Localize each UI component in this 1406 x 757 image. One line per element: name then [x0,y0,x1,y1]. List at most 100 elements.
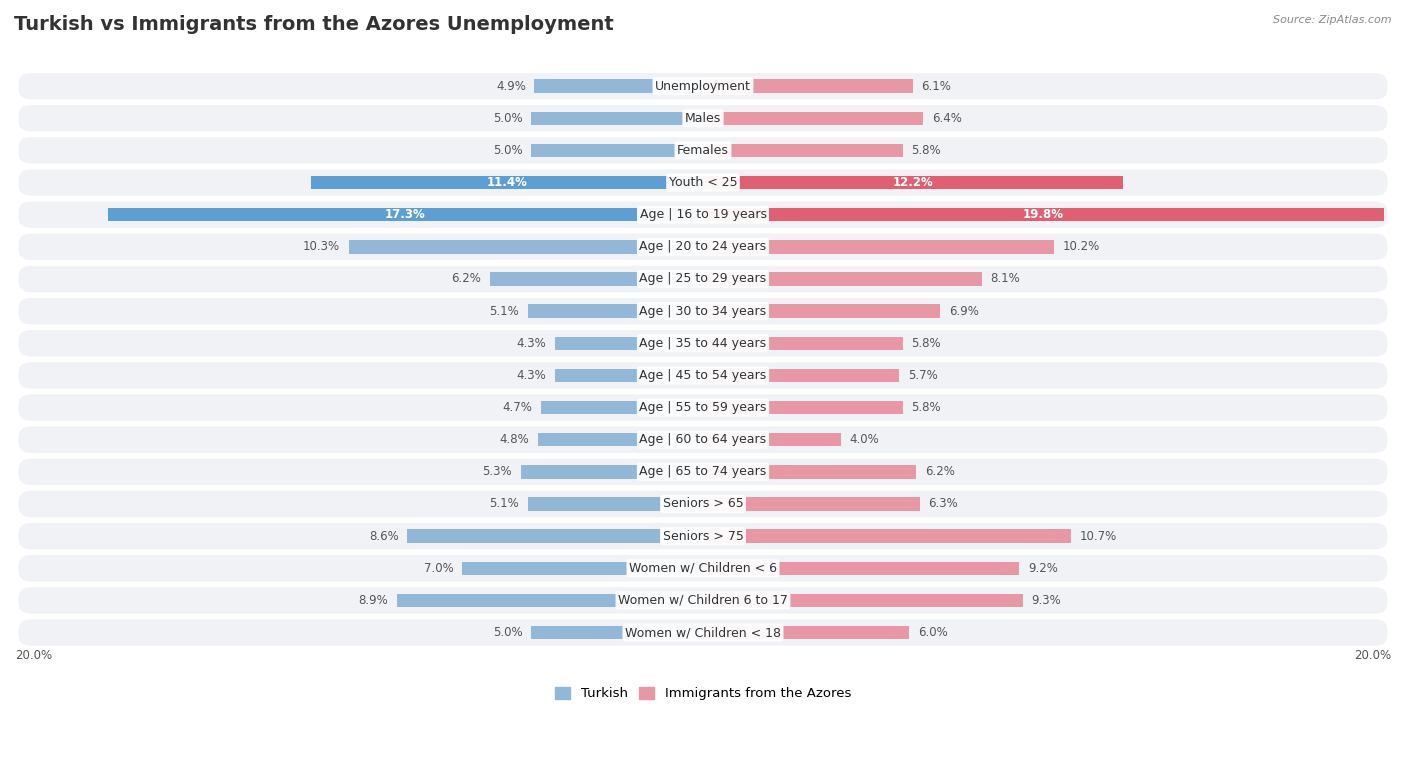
FancyBboxPatch shape [18,298,1388,324]
Text: Age | 25 to 29 years: Age | 25 to 29 years [640,273,766,285]
Text: 19.8%: 19.8% [1024,208,1064,221]
Text: 5.7%: 5.7% [908,369,938,382]
Bar [703,465,917,478]
Text: 5.1%: 5.1% [489,497,519,510]
Bar [541,400,703,414]
Bar [534,79,703,93]
Text: 4.9%: 4.9% [496,79,526,92]
Text: Women w/ Children 6 to 17: Women w/ Children 6 to 17 [619,594,787,607]
Text: 6.3%: 6.3% [928,497,957,510]
Text: 7.0%: 7.0% [423,562,454,575]
Bar [531,626,703,640]
Text: Age | 55 to 59 years: Age | 55 to 59 years [640,401,766,414]
Text: 5.8%: 5.8% [911,401,941,414]
Text: 6.9%: 6.9% [949,304,979,318]
Text: Age | 60 to 64 years: Age | 60 to 64 years [640,433,766,446]
FancyBboxPatch shape [18,523,1388,550]
FancyBboxPatch shape [18,426,1388,453]
FancyBboxPatch shape [18,201,1388,228]
Bar [349,240,703,254]
Bar [463,562,703,575]
FancyBboxPatch shape [18,105,1388,132]
Text: 5.8%: 5.8% [911,144,941,157]
FancyBboxPatch shape [18,491,1388,517]
FancyBboxPatch shape [18,137,1388,164]
Bar [703,337,903,350]
FancyBboxPatch shape [18,619,1388,646]
Bar [703,144,903,157]
Text: Seniors > 75: Seniors > 75 [662,530,744,543]
Bar [538,433,703,447]
Text: 4.7%: 4.7% [503,401,533,414]
Text: 6.0%: 6.0% [918,626,948,639]
FancyBboxPatch shape [18,266,1388,292]
Text: Age | 20 to 24 years: Age | 20 to 24 years [640,241,766,254]
Text: 8.1%: 8.1% [990,273,1019,285]
Bar [703,208,1384,222]
Text: Source: ZipAtlas.com: Source: ZipAtlas.com [1274,15,1392,25]
Text: 4.8%: 4.8% [499,433,529,446]
Bar [703,400,903,414]
Bar [703,369,898,382]
Text: 6.4%: 6.4% [932,112,962,125]
Bar [703,433,841,447]
Text: 8.6%: 8.6% [368,530,398,543]
Text: 5.3%: 5.3% [482,466,512,478]
Text: 4.3%: 4.3% [517,337,547,350]
Text: 10.2%: 10.2% [1063,241,1099,254]
Text: Unemployment: Unemployment [655,79,751,92]
Text: Age | 65 to 74 years: Age | 65 to 74 years [640,466,766,478]
Bar [703,273,981,285]
Text: Seniors > 65: Seniors > 65 [662,497,744,510]
FancyBboxPatch shape [18,587,1388,614]
Text: 5.8%: 5.8% [911,337,941,350]
FancyBboxPatch shape [18,555,1388,581]
Text: 4.0%: 4.0% [849,433,879,446]
Text: 12.2%: 12.2% [893,176,934,189]
Bar [489,273,703,285]
Bar [108,208,703,222]
Bar [703,529,1071,543]
Text: 11.4%: 11.4% [486,176,527,189]
FancyBboxPatch shape [18,73,1388,99]
Text: 6.2%: 6.2% [451,273,481,285]
Text: Age | 30 to 34 years: Age | 30 to 34 years [640,304,766,318]
Text: 9.3%: 9.3% [1032,594,1062,607]
Text: 17.3%: 17.3% [385,208,426,221]
Text: 20.0%: 20.0% [1354,650,1391,662]
Bar [531,111,703,125]
Text: 9.2%: 9.2% [1028,562,1057,575]
Legend: Turkish, Immigrants from the Azores: Turkish, Immigrants from the Azores [550,681,856,706]
Bar [531,144,703,157]
Bar [703,111,924,125]
Bar [703,562,1019,575]
FancyBboxPatch shape [18,170,1388,196]
Text: 5.0%: 5.0% [492,144,523,157]
Text: 6.2%: 6.2% [925,466,955,478]
Bar [703,304,941,318]
Bar [703,593,1024,607]
Text: Women w/ Children < 18: Women w/ Children < 18 [626,626,780,639]
FancyBboxPatch shape [18,394,1388,421]
Text: 8.9%: 8.9% [359,594,388,607]
Text: 6.1%: 6.1% [921,79,952,92]
FancyBboxPatch shape [18,234,1388,260]
Text: 4.3%: 4.3% [517,369,547,382]
Bar [396,593,703,607]
Bar [555,369,703,382]
Bar [703,497,920,511]
Text: Females: Females [678,144,728,157]
Text: 5.0%: 5.0% [492,626,523,639]
Text: 20.0%: 20.0% [15,650,52,662]
FancyBboxPatch shape [18,363,1388,388]
Text: Age | 16 to 19 years: Age | 16 to 19 years [640,208,766,221]
Text: 10.3%: 10.3% [302,241,340,254]
Bar [703,240,1054,254]
Text: Age | 35 to 44 years: Age | 35 to 44 years [640,337,766,350]
Text: Youth < 25: Youth < 25 [669,176,737,189]
Text: Women w/ Children < 6: Women w/ Children < 6 [628,562,778,575]
Text: 5.0%: 5.0% [492,112,523,125]
Text: 10.7%: 10.7% [1080,530,1116,543]
Bar [703,626,910,640]
Text: Males: Males [685,112,721,125]
